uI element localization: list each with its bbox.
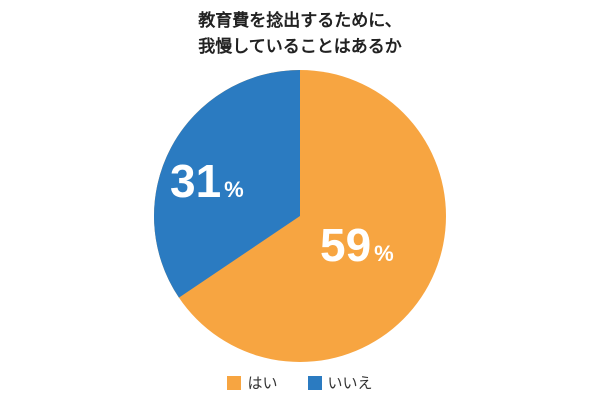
label-yes: 59%: [320, 219, 394, 271]
chart-title-line2: 我慢していることはあるか: [198, 37, 402, 57]
legend-item-no: いいえ: [307, 372, 373, 393]
legend: はい いいえ: [0, 372, 600, 393]
legend-swatch-no: [307, 375, 322, 390]
chart-title-line1: 教育費を捻出するために、: [198, 11, 402, 31]
pie-slice-no: [154, 70, 300, 298]
legend-item-yes: はい: [227, 372, 278, 393]
chart-title: 教育費を捻出するために、 我慢していることはあるか: [0, 8, 600, 60]
label-no: 31%: [170, 155, 244, 207]
legend-swatch-yes: [227, 375, 242, 390]
